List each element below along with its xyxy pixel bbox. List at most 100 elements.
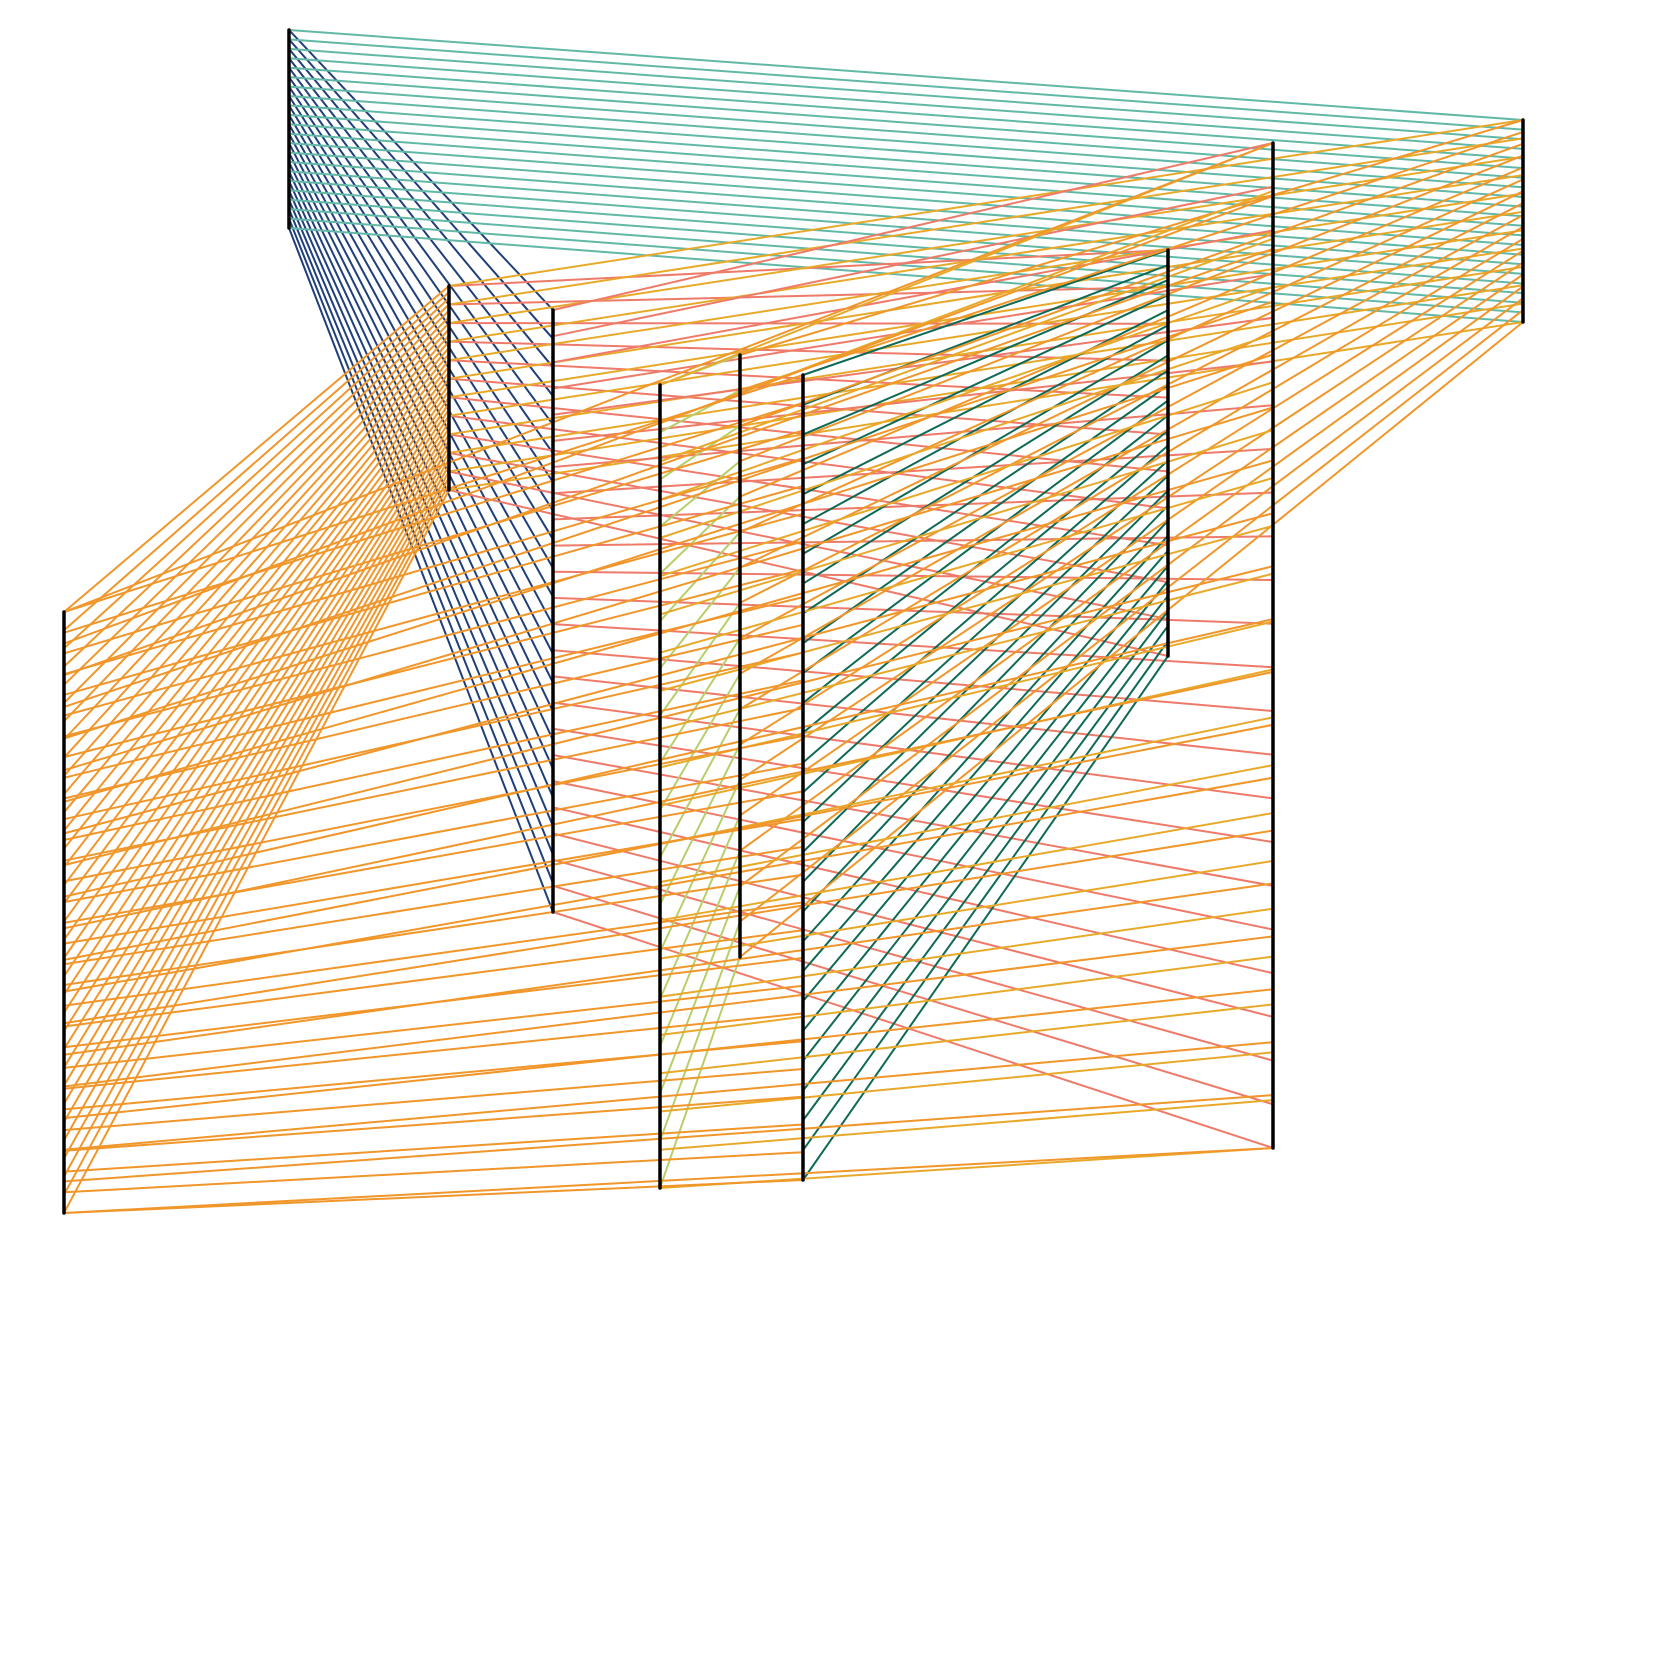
thread-p7-p8 <box>802 339 1169 555</box>
thread-p7-p8 <box>802 309 1169 496</box>
thread-p5-p10 <box>739 273 1524 817</box>
thread-p1-p3 <box>288 76 554 455</box>
thread-p9-p6 <box>63 1094 1274 1183</box>
thread-p6-p2 <box>63 402 450 959</box>
thread-p4-p5 <box>659 778 741 953</box>
thread-p9-p6 <box>63 829 1274 1025</box>
thread-p4-p5 <box>659 566 741 670</box>
thread-p3-p9 <box>552 701 1274 800</box>
thread-p4-p5 <box>659 601 741 717</box>
thread-p2-p8 <box>448 470 1169 621</box>
thread-p6-p7 <box>63 901 804 1007</box>
thread-p9-p6 <box>63 882 1274 1056</box>
thread-p4-p9 <box>659 524 1274 692</box>
thread-p5-p10 <box>739 178 1524 534</box>
thread-p6-p2 <box>63 309 450 686</box>
thread-p9-p6 <box>63 247 1274 677</box>
thread-p7-p8 <box>802 459 1169 794</box>
thread-layer <box>63 29 1524 1214</box>
thread-p6-p2 <box>63 445 450 1087</box>
thread-p6-p2 <box>63 291 450 632</box>
thread-p6-p2 <box>63 353 450 814</box>
thread-p7-p8 <box>802 564 1169 1003</box>
thread-p9-p6 <box>63 618 1274 898</box>
thread-p6-p2 <box>63 458 450 1123</box>
thread-p7-p8 <box>802 474 1169 824</box>
thread-p4-p5 <box>659 814 741 1001</box>
thread-p7-p8 <box>802 354 1169 585</box>
thread-p2-p10 <box>448 247 1524 417</box>
thread-p2-p10 <box>448 284 1524 454</box>
thread-p3-p9 <box>552 273 1274 390</box>
thread-p6-p7 <box>63 1179 804 1214</box>
thread-p1-p10 <box>288 29 1524 121</box>
thread-p6-p7 <box>63 512 804 717</box>
thread-p6-p2 <box>63 482 450 1196</box>
thread-p1-p10 <box>288 132 1524 227</box>
post-layer <box>62 28 1525 1215</box>
thread-p1-p3 <box>288 113 554 569</box>
thread-p9-p6 <box>63 300 1274 708</box>
thread-p6-p7 <box>63 734 804 883</box>
thread-p4-p5 <box>659 743 741 906</box>
thread-p3-p9 <box>552 780 1274 931</box>
thread-p5-p10 <box>739 190 1524 569</box>
thread-p1-p10 <box>288 85 1524 179</box>
thread-p7-p8 <box>802 369 1169 615</box>
thread-p5-p10 <box>739 142 1524 427</box>
thread-p4-p9 <box>659 237 1274 463</box>
thread-p2-p8 <box>448 285 1169 306</box>
thread-p9-p6 <box>63 406 1274 772</box>
thread-p7-p8 <box>802 324 1169 526</box>
thread-p4-p9 <box>659 812 1274 922</box>
thread-p6-p7 <box>63 762 804 904</box>
thread-p5-p10 <box>739 297 1524 888</box>
thread-p6-p2 <box>63 315 450 705</box>
thread-p6-p2 <box>63 285 450 613</box>
thread-p4-p9 <box>659 859 1274 960</box>
thread-p5-p10 <box>739 202 1524 604</box>
thread-p6-p7 <box>63 568 804 759</box>
thread-p1-p3 <box>288 217 554 885</box>
thread-p7-p8 <box>802 624 1169 1122</box>
thread-p6-p7 <box>63 401 804 634</box>
thread-p6-p7 <box>63 485 804 696</box>
thread-p5-p10 <box>739 309 1524 923</box>
thread-p5-p10 <box>739 237 1524 711</box>
thread-p5-p10 <box>739 166 1524 498</box>
thread-p2-p10 <box>448 155 1524 325</box>
thread-p1-p10 <box>288 47 1524 141</box>
thread-p7-p8 <box>802 534 1169 943</box>
thread-p5-p10 <box>739 249 1524 746</box>
thread-p1-p3 <box>288 208 554 856</box>
thread-p9-p6 <box>63 459 1274 803</box>
thread-p4-p5 <box>659 920 741 1142</box>
thread-p7-p8 <box>802 399 1169 675</box>
thread-p1-p10 <box>288 66 1524 160</box>
thread-p1-p10 <box>288 57 1524 150</box>
thread-p9-p6 <box>63 194 1274 645</box>
thread-p6-p7 <box>63 429 804 655</box>
thread-p9-p6 <box>63 353 1274 740</box>
thread-p4-p9 <box>659 572 1274 731</box>
thread-p1-p10 <box>288 104 1524 198</box>
thread-p9-p6 <box>63 935 1274 1088</box>
thread-p6-p2 <box>63 470 450 1160</box>
thread-p4-p5 <box>659 531 741 623</box>
thread-p7-p8 <box>802 249 1169 376</box>
thread-p2-p10 <box>448 192 1524 362</box>
thread-p4-p9 <box>659 1099 1274 1151</box>
thread-p6-p2 <box>63 334 450 759</box>
thread-p4-p9 <box>659 907 1274 998</box>
thread-p2-p8 <box>448 340 1169 362</box>
thread-p7-p8 <box>802 504 1169 883</box>
thread-p1-p10 <box>288 76 1524 170</box>
thread-p5-p10 <box>739 119 1524 356</box>
thread-p4-p9 <box>659 285 1274 501</box>
thread-p1-p3 <box>288 57 554 397</box>
thread-p6-p2 <box>63 297 450 650</box>
thread-p1-p10 <box>288 38 1524 131</box>
thread-p1-p3 <box>288 29 554 311</box>
thread-p5-p10 <box>739 321 1524 958</box>
thread-p6-p2 <box>63 464 450 1142</box>
